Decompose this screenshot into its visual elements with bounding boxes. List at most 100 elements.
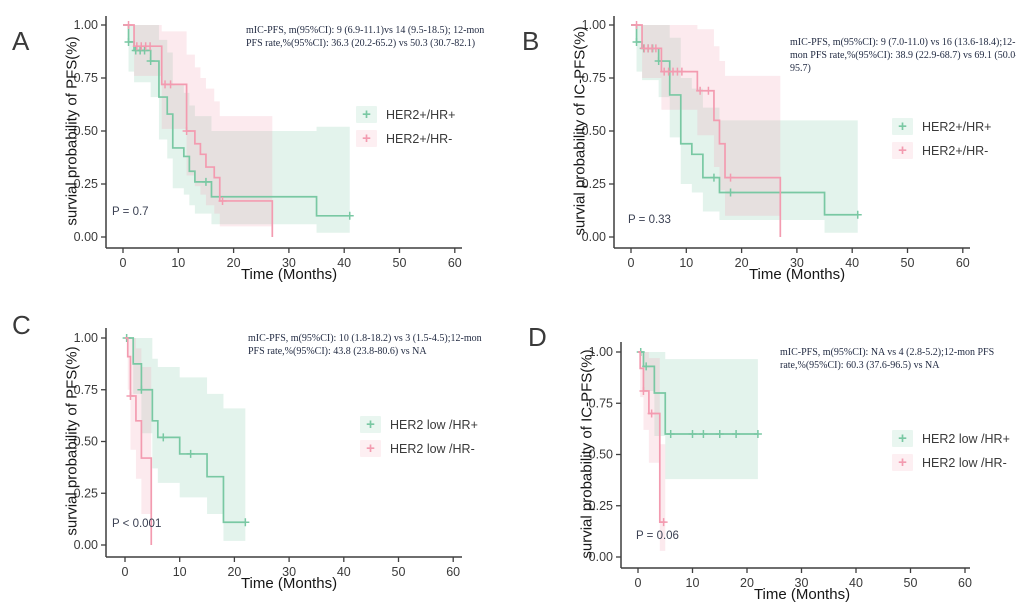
legend-key-icon: + (360, 416, 381, 433)
legend-key-icon: + (360, 440, 381, 457)
svg-text:0: 0 (122, 565, 129, 579)
svg-text:30: 30 (282, 256, 296, 270)
svg-text:0.25: 0.25 (589, 499, 613, 513)
svg-text:10: 10 (173, 565, 187, 579)
legend-d: + HER2 low /HR+ + HER2 low /HR- (892, 430, 1010, 471)
panel-a: 0 10 20 30 40 50 60 0.00 0.25 0.50 0.75 1.00 A surv… (0, 0, 508, 296)
censor-plus-icon: + (366, 440, 375, 457)
svg-text:0.00: 0.00 (589, 550, 613, 564)
svg-text:0.50: 0.50 (582, 124, 606, 138)
svg-text:40: 40 (337, 565, 351, 579)
svg-text:40: 40 (337, 256, 351, 270)
panel-label-d: D (528, 322, 547, 352)
svg-text:0.00: 0.00 (582, 230, 606, 244)
stats-annotation-a: mIC-PFS, m(95%CI): 9 (6.9-11.1)vs 14 (9.… (246, 25, 485, 50)
panel-b: 0 10 20 30 40 50 60 0.00 0.25 0.50 0.75 1.00 B surv… (508, 0, 1016, 296)
svg-text:0.50: 0.50 (74, 124, 98, 138)
legend-label: HER2+/HR+ (922, 119, 992, 134)
svg-text:20: 20 (735, 256, 749, 270)
panel-label-a: A (12, 26, 30, 56)
svg-text:1.00: 1.00 (74, 18, 98, 32)
svg-text:60: 60 (448, 256, 462, 270)
panel-label-b: B (522, 26, 540, 56)
censor-plus-icon: + (898, 454, 907, 471)
p-value-b: P = 0.33 (628, 214, 671, 226)
y-axis-label-a: survial probability of PFS(%) (63, 36, 81, 226)
svg-text:50: 50 (901, 256, 915, 270)
censor-plus-icon: + (898, 118, 907, 135)
x-axis-label-d: Time (Months) (753, 586, 851, 603)
legend-item: + HER2+/HR- (356, 130, 455, 147)
svg-text:60: 60 (956, 256, 970, 270)
svg-text:20: 20 (227, 565, 241, 579)
svg-text:0.00: 0.00 (74, 538, 98, 552)
legend-label: HER2 low /HR- (922, 455, 1007, 470)
svg-text:0.75: 0.75 (74, 383, 98, 397)
stats-annotation-c: mIC-PFS, m(95%CI): 10 (1.8-18.2) vs 3 (1… (248, 333, 482, 358)
svg-text:60: 60 (958, 576, 972, 590)
panel-d: 0 10 20 30 40 50 60 0.00 0.25 0.50 0.75 1.00 D surv… (508, 300, 1016, 613)
censor-plus-icon: + (366, 416, 375, 433)
legend-key-icon: + (892, 142, 913, 159)
legend-label: HER2+/HR- (386, 131, 453, 146)
svg-text:1.00: 1.00 (582, 18, 606, 32)
km-plot-d: 0 10 20 30 40 50 60 0.00 0.25 0.50 0.75 1.00 (589, 342, 972, 590)
legend-label: HER2 low /HR+ (922, 431, 1010, 446)
y-axis-label-d: survial probability of IC-PFS(%) (578, 349, 596, 559)
p-value-c: P < 0.001 (112, 518, 162, 530)
x-axis-label-c: Time (Months) (240, 575, 338, 592)
y-axis-label-b: survial probability of IC-PFS(%) (571, 26, 589, 236)
svg-text:1.00: 1.00 (74, 331, 98, 345)
svg-text:1.00: 1.00 (589, 345, 613, 359)
legend-label: HER2 low /HR+ (390, 417, 478, 432)
legend-key-icon: + (892, 454, 913, 471)
legend-label: HER2+/HR- (922, 143, 989, 158)
svg-text:30: 30 (282, 565, 296, 579)
svg-text:10: 10 (686, 576, 700, 590)
svg-text:0.25: 0.25 (74, 177, 98, 191)
p-value-d: P = 0.06 (636, 530, 679, 542)
legend-item: + HER2 low /HR- (892, 454, 1010, 471)
svg-text:10: 10 (171, 256, 185, 270)
svg-text:0.75: 0.75 (589, 396, 613, 410)
svg-text:0.75: 0.75 (582, 71, 606, 85)
legend-key-icon: + (356, 106, 377, 123)
km-plot-c: 0 10 20 30 40 50 60 0.00 0.25 0.50 0.75 1.00 (74, 328, 462, 579)
svg-text:40: 40 (849, 576, 863, 590)
svg-text:40: 40 (845, 256, 859, 270)
stats-annotation-b: mIC-PFS, m(95%CI): 9 (7.0-11.0) vs 16 (1… (790, 37, 1016, 75)
svg-text:0.50: 0.50 (74, 435, 98, 449)
svg-text:60: 60 (446, 565, 460, 579)
y-axis-label-c: survial probability of PFS(%) (63, 346, 81, 536)
svg-text:0.75: 0.75 (74, 71, 98, 85)
legend-label: HER2+/HR+ (386, 107, 456, 122)
svg-text:50: 50 (904, 576, 918, 590)
censor-plus-icon: + (362, 130, 371, 147)
legend-item: + HER2+/HR+ (892, 118, 991, 135)
panel-c: 0 10 20 30 40 50 60 0.00 0.25 0.50 0.75 1.00 C surv… (0, 300, 508, 613)
legend-item: + HER2+/HR- (892, 142, 991, 159)
svg-text:0: 0 (635, 576, 642, 590)
censor-plus-icon: + (898, 430, 907, 447)
legend-label: HER2 low /HR- (390, 441, 475, 456)
x-axis-label-a: Time (Months) (240, 266, 338, 283)
svg-text:50: 50 (392, 565, 406, 579)
censor-plus-icon: + (898, 142, 907, 159)
svg-text:0.25: 0.25 (582, 177, 606, 191)
svg-text:30: 30 (795, 576, 809, 590)
svg-text:50: 50 (393, 256, 407, 270)
svg-text:0.00: 0.00 (74, 230, 98, 244)
legend-key-icon: + (892, 118, 913, 135)
legend-key-icon: + (892, 430, 913, 447)
km-plot-a: 0 10 20 30 40 50 60 0.00 0.25 0.50 0.75 1.00 (74, 16, 462, 270)
svg-text:10: 10 (679, 256, 693, 270)
p-value-a: P = 0.7 (112, 206, 149, 218)
legend-c: + HER2 low /HR+ + HER2 low /HR- (360, 416, 478, 457)
svg-text:30: 30 (790, 256, 804, 270)
legend-a: + HER2+/HR+ + HER2+/HR- (356, 106, 455, 147)
km-plot-b: 0 10 20 30 40 50 60 0.00 0.25 0.50 0.75 1.00 (582, 16, 970, 270)
legend-item: + HER2 low /HR+ (892, 430, 1010, 447)
legend-item: + HER2 low /HR- (360, 440, 478, 457)
legend-item: + HER2+/HR+ (356, 106, 455, 123)
